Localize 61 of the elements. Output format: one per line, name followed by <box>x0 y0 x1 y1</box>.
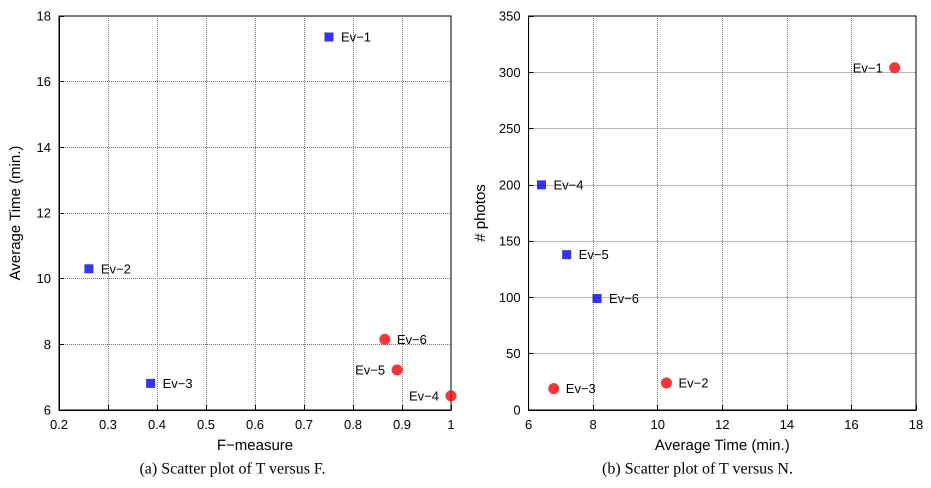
x-tick-label: 6 <box>524 417 532 432</box>
x-tick-label: 0.5 <box>196 417 216 432</box>
point <box>548 383 560 394</box>
y-tick-label: 6 <box>44 402 51 418</box>
annotation: Ev−1 <box>340 30 371 45</box>
x-tick-label: 1 <box>447 417 455 432</box>
x-tick-label: 0.9 <box>392 417 412 432</box>
annotation: Ev−2 <box>100 261 131 276</box>
x-tick-label: 8 <box>590 417 597 432</box>
text: (b) Scatter plot of T versus N. <box>602 460 793 478</box>
y-axis-title: Average Time (min.) <box>7 146 24 280</box>
point <box>660 377 672 388</box>
y-tick-label: 10 <box>36 271 51 286</box>
y-tick-label: 12 <box>36 206 51 220</box>
y-tick-label: 14 <box>36 140 51 155</box>
y-tick-label: 150 <box>498 234 521 249</box>
annotation: Ev−3 <box>566 381 596 396</box>
y-tick-label: 250 <box>498 121 521 136</box>
y-tick-label: 350 <box>498 8 521 24</box>
x-tick-label: 16 <box>844 417 859 432</box>
x-tick-label: 12 <box>715 417 730 432</box>
point <box>446 390 456 402</box>
text: (a) Scatter plot of T versus F. <box>139 460 326 478</box>
point <box>379 334 390 345</box>
y-tick-label: 100 <box>498 290 521 305</box>
annotation: Ev−4 <box>409 388 439 404</box>
annotation: Ev−4 <box>554 177 584 192</box>
point <box>592 294 602 304</box>
x-tick-label: 0.8 <box>344 417 362 432</box>
x-tick-label: 0.2 <box>50 417 68 432</box>
annotation: Ev−6 <box>396 332 427 347</box>
point <box>324 32 334 42</box>
x-axis-title: Average Time (min.) <box>654 437 790 454</box>
annotation: Ev−1 <box>852 60 883 76</box>
x-tick-label: 0.3 <box>98 417 118 432</box>
x-axis-title: F−measure <box>216 437 294 454</box>
point <box>146 378 156 388</box>
y-tick-label: 300 <box>498 64 521 80</box>
x-tick-label: 10 <box>650 417 665 432</box>
x-tick-label: 0.6 <box>246 417 264 432</box>
point <box>392 364 403 376</box>
y-tick-label: 18 <box>36 8 51 24</box>
y-axis-title: # photos <box>472 184 489 242</box>
y-tick-label: 8 <box>44 336 51 352</box>
x-tick-label: 0.7 <box>294 417 314 432</box>
point <box>562 250 572 260</box>
annotation: Ev−5 <box>578 247 609 262</box>
y-tick-label: 0 <box>513 402 521 418</box>
point <box>84 264 94 274</box>
x-tick-label: 14 <box>780 417 794 432</box>
annotation: Ev−2 <box>678 375 708 390</box>
annotation: Ev−6 <box>609 291 640 306</box>
y-tick-label: 16 <box>36 74 51 90</box>
y-tick-label: 50 <box>506 346 521 362</box>
y-tick-label: 200 <box>498 177 521 192</box>
x-tick-label: 18 <box>908 417 924 432</box>
point <box>889 62 900 74</box>
annotation: Ev−5 <box>355 362 386 378</box>
annotation: Ev−3 <box>162 376 193 391</box>
point <box>537 180 546 190</box>
x-tick-label: 0.4 <box>148 417 166 432</box>
